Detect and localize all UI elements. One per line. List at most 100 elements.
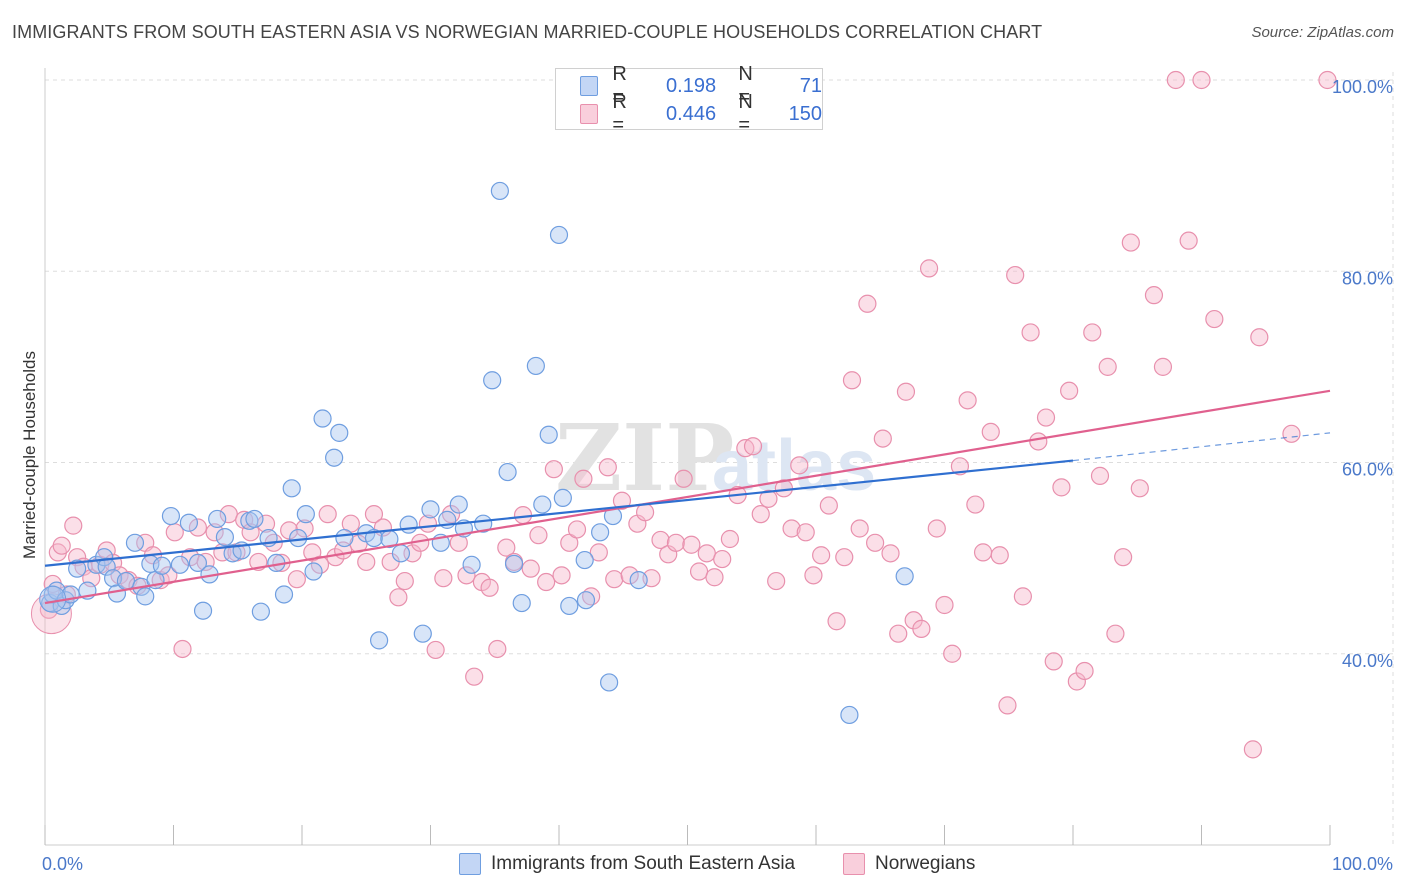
norwegians-point xyxy=(842,371,862,390)
norwegians-point xyxy=(574,469,593,488)
norwegians-point xyxy=(589,543,608,562)
norwegians-point xyxy=(796,523,815,542)
norwegians-point xyxy=(966,495,985,514)
norwegians-point xyxy=(858,294,877,313)
norwegians-point xyxy=(998,696,1017,715)
norwegians-point xyxy=(188,518,208,537)
immigrants-point xyxy=(274,585,294,604)
immigrants-trend-line xyxy=(44,459,1074,567)
norwegians-point xyxy=(318,505,337,524)
norwegians-swatch xyxy=(580,104,599,124)
norwegians-point xyxy=(1250,328,1269,347)
norwegians-point xyxy=(52,536,71,555)
norwegians-point xyxy=(1205,309,1224,329)
r-label: R = xyxy=(612,63,627,108)
norwegians-point xyxy=(689,562,709,581)
norwegians-point xyxy=(751,505,770,524)
norwegians-point xyxy=(357,552,376,572)
x-tick-label: 100.0% xyxy=(1332,854,1393,874)
norwegians-point xyxy=(743,437,763,456)
norwegians-point xyxy=(605,570,624,589)
norwegians-point xyxy=(1044,652,1063,671)
immigrants-point xyxy=(895,567,914,586)
norwegians-point xyxy=(935,595,954,615)
norwegians-point xyxy=(1166,70,1185,90)
immigrants-point xyxy=(629,571,648,590)
immigrants-point xyxy=(116,571,136,591)
immigrants-point xyxy=(576,591,596,610)
norwegians-point xyxy=(835,548,854,567)
source-label: Source: ZipAtlas.com xyxy=(1251,24,1394,41)
norwegians-point xyxy=(790,456,809,475)
norwegians-point xyxy=(173,639,192,659)
norwegians-point xyxy=(612,491,632,510)
norwegians-point xyxy=(927,519,946,538)
legend-item-immigrants: Immigrants from South Eastern Asia xyxy=(459,851,795,877)
watermark-atlas: atlas xyxy=(712,426,876,506)
immigrants-point xyxy=(504,554,524,573)
immigrants-point xyxy=(575,550,594,570)
norwegians-point xyxy=(713,549,732,569)
norwegians-point xyxy=(1036,408,1056,427)
norwegians-point xyxy=(866,533,885,552)
immigrants-point xyxy=(170,555,190,574)
watermark: ZIP atlas xyxy=(555,404,876,512)
norwegians-point xyxy=(434,569,453,588)
immigrants-point xyxy=(498,462,517,482)
stats-legend-row-norwegians: R = 0.446 N = 150 xyxy=(580,91,822,136)
y-tick-label: 40.0% xyxy=(1342,651,1393,671)
immigrants-point xyxy=(553,488,572,507)
norwegians-point xyxy=(1029,432,1048,451)
grid-lines xyxy=(45,72,1394,845)
n-value: 71 xyxy=(799,74,822,97)
immigrants-point xyxy=(560,596,579,616)
norwegians-point xyxy=(912,619,931,638)
norwegians-point xyxy=(651,530,670,550)
norwegians-point xyxy=(950,457,970,476)
norwegians-point xyxy=(873,429,892,448)
immigrants-point xyxy=(370,631,389,650)
immigrants-point xyxy=(296,505,315,524)
immigrants-point xyxy=(215,527,234,547)
immigrants-point xyxy=(152,556,172,575)
norwegians-point xyxy=(666,533,686,552)
x-tick-label: 0.0% xyxy=(42,854,83,874)
legend-label-immigrants: Immigrants from South Eastern Asia xyxy=(491,853,796,874)
norwegians-point xyxy=(1021,323,1040,342)
immigrants-point xyxy=(391,544,411,563)
norwegians-point xyxy=(567,520,587,539)
immigrants-point xyxy=(97,557,116,576)
n-label: N = xyxy=(738,91,753,136)
immigrants-point xyxy=(330,423,349,442)
norwegians-point xyxy=(943,644,962,663)
norwegians-point xyxy=(1006,265,1025,285)
immigrants-point xyxy=(462,555,481,574)
immigrants-point xyxy=(251,602,270,621)
immigrants-point xyxy=(490,181,509,201)
norwegians-point xyxy=(205,523,224,542)
norwegians-point xyxy=(1114,548,1133,567)
norwegians-point xyxy=(287,570,306,589)
norwegians-point xyxy=(537,572,556,592)
norwegians-point xyxy=(364,505,384,524)
norwegians-point xyxy=(682,535,701,554)
norwegians-point xyxy=(981,422,1000,441)
norwegians-point xyxy=(241,523,260,542)
norwegians-point xyxy=(782,519,801,538)
norwegians-point xyxy=(1083,323,1102,342)
r-value: 0.198 xyxy=(666,74,717,97)
immigrants-point xyxy=(533,495,552,514)
immigrants-point xyxy=(526,356,545,376)
immigrants-point xyxy=(325,448,344,467)
y-tick-label: 80.0% xyxy=(1342,268,1393,288)
norwegians-point xyxy=(1098,357,1117,376)
norwegians-point xyxy=(1013,587,1032,606)
immigrants-point xyxy=(161,506,181,526)
norwegians-point xyxy=(1130,479,1149,498)
norwegians-point xyxy=(480,578,499,597)
immigrants-point xyxy=(421,500,440,519)
norwegians-point xyxy=(850,519,869,538)
norwegians-point xyxy=(1192,70,1211,90)
immigrants-point xyxy=(512,593,531,613)
